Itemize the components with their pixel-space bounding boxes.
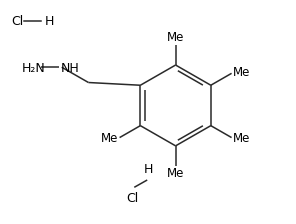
Text: NH: NH xyxy=(61,62,80,75)
Text: Cl: Cl xyxy=(12,15,24,28)
Text: Me: Me xyxy=(167,31,184,44)
Text: Cl: Cl xyxy=(126,192,138,205)
Text: H: H xyxy=(143,164,153,177)
Text: H₂N: H₂N xyxy=(22,62,45,75)
Text: Me: Me xyxy=(167,167,184,180)
Text: H: H xyxy=(45,15,54,28)
Text: Me: Me xyxy=(233,132,250,145)
Text: Me: Me xyxy=(233,66,250,79)
Text: Me: Me xyxy=(101,132,118,145)
